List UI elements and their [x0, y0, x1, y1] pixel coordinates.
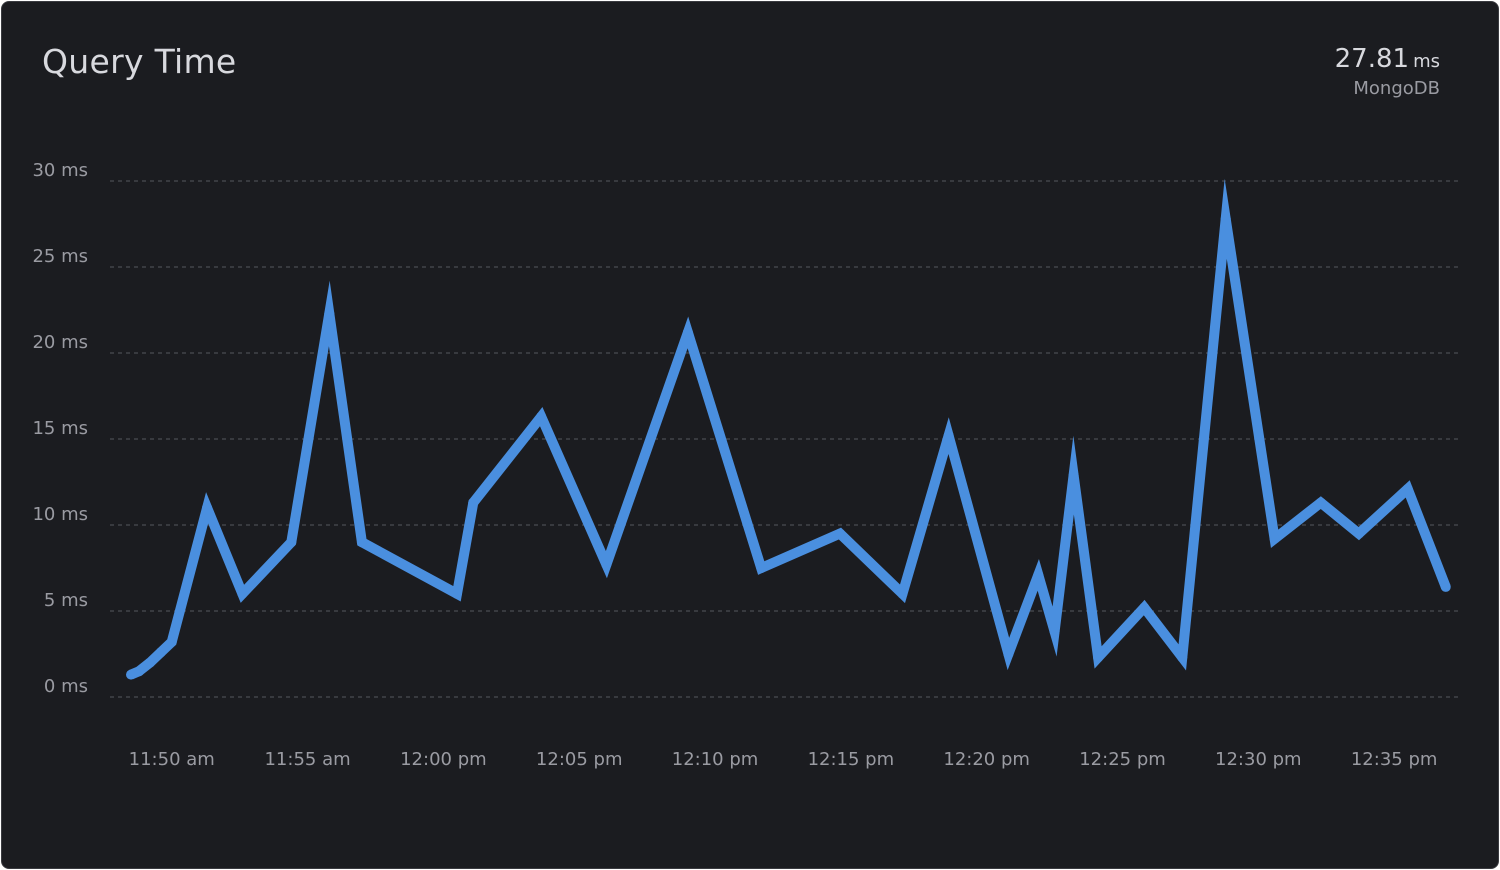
panel-title: Query Time: [42, 42, 237, 81]
data-point: [134, 666, 145, 677]
data-point: [1315, 497, 1326, 508]
y-axis-tick-labels: 0 ms 5 ms 10 ms 15 ms 20 ms 25 ms 30 ms: [32, 160, 88, 697]
data-point: [356, 537, 367, 548]
x-tick-label: 12:20 pm: [943, 749, 1030, 770]
data-point: [202, 502, 213, 513]
data-point: [1068, 470, 1079, 481]
data-point: [1402, 483, 1413, 494]
data-point: [1033, 569, 1044, 580]
data-point: [1003, 649, 1014, 659]
metric-unit: ms: [1413, 51, 1440, 72]
series-layer: [126, 178, 1451, 680]
y-tick-label: 30 ms: [32, 160, 88, 181]
data-point: [145, 657, 156, 668]
x-tick-label: 12:30 pm: [1215, 749, 1302, 770]
x-tick-label: 11:50 am: [129, 749, 215, 770]
x-tick-label: 12:05 pm: [536, 749, 623, 770]
series-line: [129, 178, 1451, 680]
current-metric: 27.81 ms MongoDB: [1335, 44, 1440, 99]
data-point: [1177, 652, 1188, 663]
data-point: [1049, 626, 1060, 637]
data-point: [1139, 602, 1150, 613]
data-point: [155, 647, 166, 658]
y-tick-label: 20 ms: [32, 332, 88, 353]
data-point: [682, 327, 693, 338]
data-point: [943, 430, 954, 441]
data-point: [126, 669, 136, 680]
metric-value: 27.81: [1334, 44, 1410, 74]
x-axis-tick-labels: 11:50 am 11:55 am 12:00 pm 12:05 pm 12:10 pm…: [129, 749, 1438, 770]
gridlines: [110, 180, 1461, 698]
metric-reading: 27.81 ms: [1335, 44, 1440, 74]
x-tick-label: 12:10 pm: [672, 749, 759, 770]
data-point: [468, 497, 479, 508]
data-point: [1353, 528, 1364, 539]
y-tick-label: 15 ms: [32, 418, 88, 439]
data-point: [1220, 213, 1231, 224]
metric-source-label: MongoDB: [1353, 78, 1440, 99]
y-tick-label: 0 ms: [44, 676, 88, 697]
y-tick-label: 10 ms: [32, 504, 88, 525]
data-point: [897, 588, 908, 599]
data-point: [1269, 533, 1280, 544]
data-point: [166, 636, 177, 647]
x-tick-label: 11:55 am: [264, 749, 350, 770]
data-point: [1093, 652, 1104, 663]
x-tick-label: 12:35 pm: [1351, 749, 1438, 770]
data-point: [451, 588, 462, 599]
y-tick-label: 25 ms: [32, 246, 88, 267]
data-point: [756, 563, 767, 573]
data-point: [1440, 581, 1451, 592]
y-tick-label: 5 ms: [44, 590, 88, 611]
x-tick-label: 12:25 pm: [1079, 749, 1166, 770]
x-tick-label: 12:15 pm: [808, 749, 895, 770]
data-point: [324, 308, 335, 319]
data-point: [237, 588, 248, 599]
data-point: [834, 528, 845, 539]
data-point: [536, 411, 547, 422]
data-point: [601, 559, 612, 570]
x-tick-label: 12:00 pm: [400, 749, 487, 770]
data-point: [286, 537, 297, 548]
